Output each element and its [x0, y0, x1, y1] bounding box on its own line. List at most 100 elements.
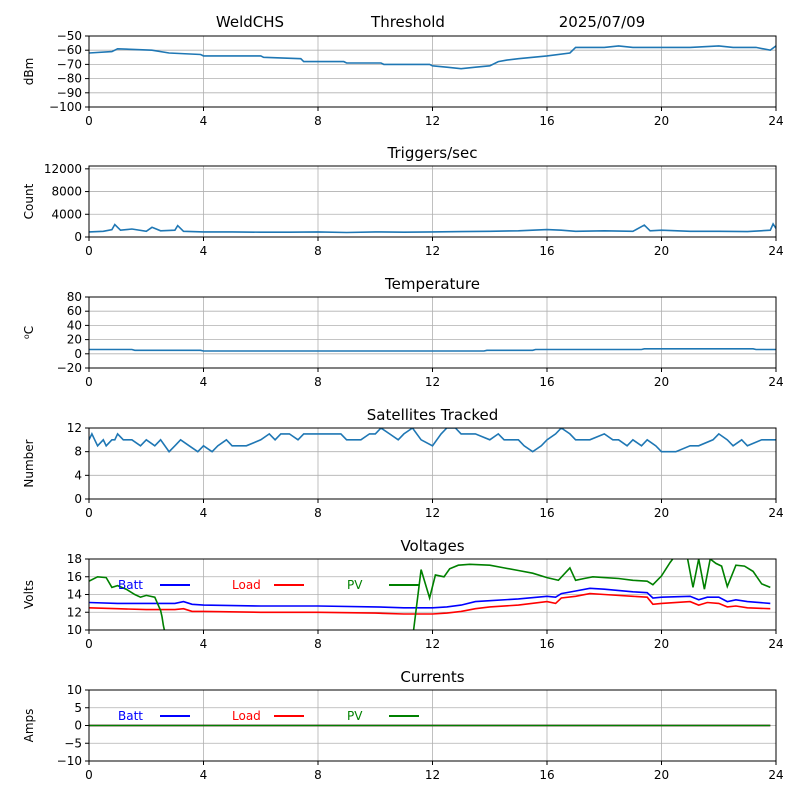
y-tick-label: 10: [67, 623, 82, 637]
x-tick-label: 0: [85, 114, 93, 128]
series-line-signal: [89, 45, 776, 70]
x-tick-label: 8: [314, 506, 322, 520]
x-tick-label: 12: [425, 637, 440, 651]
x-tick-label: 12: [425, 506, 440, 520]
x-tick-label: 16: [539, 375, 554, 389]
x-tick-label: 20: [654, 244, 669, 258]
x-tick-label: 20: [654, 506, 669, 520]
y-tick-label: −80: [57, 72, 82, 86]
y-tick-label: −70: [57, 57, 82, 71]
panel-title: Voltages: [400, 537, 464, 555]
panel-signal: 0 4 8 12 16 20 24 −100−90−80−70−60−50 dBm: [22, 29, 784, 128]
x-tick-label: 8: [314, 375, 322, 389]
panel-currents: 0 4 8 12 16 20 24 −10 −5 0 5 10 Amps Currents Batt Load…: [22, 668, 784, 782]
y-tick-label: 8: [74, 445, 82, 459]
y-axis-label: Amps: [22, 709, 36, 743]
y-tick-label: −100: [49, 100, 82, 114]
legend-label-load: Load: [232, 709, 261, 723]
x-tick-label: 0: [85, 637, 93, 651]
x-tick-label: 16: [539, 244, 554, 258]
x-tick-label: 0: [85, 244, 93, 258]
x-tick-label: 24: [768, 506, 783, 520]
y-tick-label: 20: [67, 333, 82, 347]
y-axis-label: Number: [22, 439, 36, 487]
series-line-satellites: [89, 428, 776, 453]
x-tick-label: 12: [425, 114, 440, 128]
y-tick-label: 4: [74, 468, 82, 482]
header-station: WeldCHS: [216, 13, 284, 31]
x-tick-label: 4: [200, 244, 208, 258]
x-tick-label: 16: [539, 506, 554, 520]
y-tick-label: −50: [57, 29, 82, 43]
y-axis-label: Count: [22, 183, 36, 219]
x-tick-label: 24: [768, 637, 783, 651]
x-tick-label: 8: [314, 637, 322, 651]
y-tick-label: −20: [57, 361, 82, 375]
x-tick-label: 24: [768, 114, 783, 128]
legend-label-batt: Batt: [118, 578, 143, 592]
y-tick-label: 80: [67, 290, 82, 304]
x-tick-label: 0: [85, 506, 93, 520]
y-tick-label: 5: [74, 701, 82, 715]
legend-label-pv: PV: [347, 709, 363, 723]
y-tick-label: 60: [67, 304, 82, 318]
x-tick-label: 20: [654, 768, 669, 782]
x-tick-label: 8: [314, 244, 322, 258]
x-tick-label: 20: [654, 114, 669, 128]
panel-satellites: 0 4 8 12 16 20 24 0 4 8 12 Number Satellites Tracked: [22, 406, 784, 520]
x-tick-label: 4: [200, 637, 208, 651]
x-tick-label: 4: [200, 768, 208, 782]
x-tick-label: 8: [314, 768, 322, 782]
y-tick-label: 40: [67, 318, 82, 332]
y-tick-label: 12: [67, 605, 82, 619]
header-mode: Threshold: [370, 13, 445, 31]
y-tick-label: 8000: [51, 185, 82, 199]
x-tick-label: 20: [654, 375, 669, 389]
panel-title: Temperature: [384, 275, 480, 293]
y-tick-label: 0: [74, 719, 82, 733]
x-tick-label: 12: [425, 244, 440, 258]
x-tick-label: 4: [200, 506, 208, 520]
series-line-pv: [89, 559, 771, 630]
y-tick-label: −60: [57, 43, 82, 57]
x-tick-label: 16: [539, 768, 554, 782]
x-tick-label: 20: [654, 637, 669, 651]
series-line-load: [89, 592, 771, 615]
y-tick-label: 18: [67, 552, 82, 566]
y-tick-label: 16: [67, 570, 82, 584]
x-tick-label: 12: [425, 768, 440, 782]
x-tick-label: 0: [85, 768, 93, 782]
y-tick-label: −90: [57, 86, 82, 100]
y-tick-label: 0: [74, 347, 82, 361]
legend-label-batt: Batt: [118, 709, 143, 723]
panel-title: Currents: [400, 668, 464, 686]
x-tick-label: 24: [768, 768, 783, 782]
x-tick-label: 0: [85, 375, 93, 389]
y-axis-label: Volts: [22, 580, 36, 609]
x-tick-label: 24: [768, 244, 783, 258]
y-tick-label: 0: [74, 492, 82, 506]
panel-triggers: 0 4 8 12 16 20 24 0 4000 8000 12000 Count Triggers/s…: [22, 144, 784, 258]
series-line-temperature: [89, 347, 776, 352]
y-tick-label: 10: [67, 683, 82, 697]
panel-title: Triggers/sec: [387, 144, 478, 162]
x-tick-label: 8: [314, 114, 322, 128]
legend-label-pv: PV: [347, 578, 363, 592]
y-tick-label: −5: [64, 736, 82, 750]
x-tick-label: 16: [539, 637, 554, 651]
panel-title: Satellites Tracked: [367, 406, 498, 424]
x-tick-label: 24: [768, 375, 783, 389]
series-line-triggers: [89, 222, 776, 234]
y-tick-label: −10: [57, 754, 82, 768]
y-tick-label: 12000: [44, 162, 82, 176]
series-line-batt: [89, 587, 771, 609]
y-tick-label: 12: [67, 421, 82, 435]
y-tick-label: 4000: [51, 207, 82, 221]
y-tick-label: 14: [67, 588, 82, 602]
legend-label-load: Load: [232, 578, 261, 592]
x-tick-label: 12: [425, 375, 440, 389]
panel-voltages: 0 4 8 12 16 20 24 10 12 14 16 18 Volts Voltages Batt Lo…: [22, 537, 784, 651]
x-tick-label: 4: [200, 375, 208, 389]
